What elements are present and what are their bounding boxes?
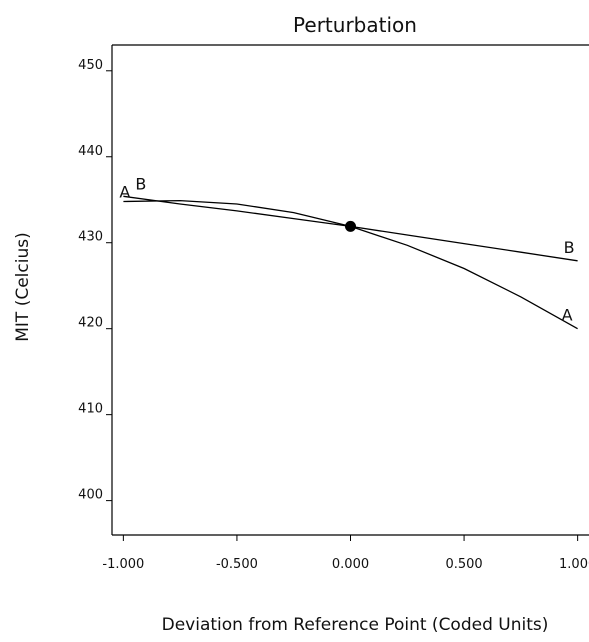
x-tick-label-0.500: 0.500 <box>445 557 482 572</box>
plot-area: 400 410 420 430 440 450 -1.000 -0.500 0.000 0.500… <box>78 44 589 572</box>
y-tick-label-410: 410 <box>78 402 103 417</box>
x-axis-label: Deviation from Reference Point (Coded Un… <box>162 615 549 635</box>
series-label-B-end: B <box>564 238 575 257</box>
series-label-B-start: B <box>135 174 146 193</box>
y-tick-label-430: 430 <box>78 230 103 245</box>
y-tick-label-450: 450 <box>78 58 103 73</box>
y-tick-label-420: 420 <box>78 316 103 331</box>
x-tick-label--1.000: -1.000 <box>102 557 144 572</box>
y-axis-label: MIT (Celcius) <box>13 232 33 342</box>
chart-title: Perturbation <box>293 13 417 37</box>
y-tick-label-400: 400 <box>78 488 103 503</box>
x-tick-label-0.000: 0.000 <box>332 557 369 572</box>
reference-point-marker <box>345 220 356 232</box>
series-label-A-end: A <box>562 306 573 325</box>
y-tick-label-440: 440 <box>78 144 103 159</box>
x-tick-label-1.000: 1.000 <box>559 557 589 572</box>
x-tick-label--0.500: -0.500 <box>216 557 258 572</box>
series-label-A-start: A <box>119 182 130 201</box>
series-line-A <box>123 199 578 330</box>
